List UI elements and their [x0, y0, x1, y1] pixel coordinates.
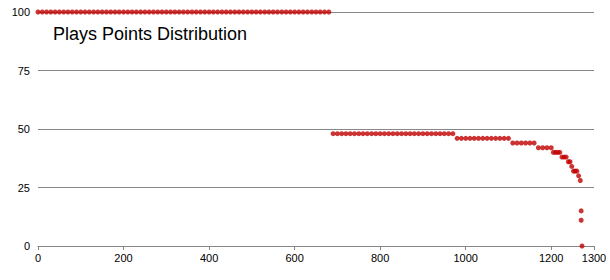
svg-text:50: 50 — [18, 123, 30, 135]
svg-text:0: 0 — [35, 252, 41, 264]
svg-text:800: 800 — [371, 252, 389, 264]
svg-text:75: 75 — [18, 65, 30, 77]
svg-text:400: 400 — [200, 252, 218, 264]
svg-text:600: 600 — [285, 252, 303, 264]
svg-text:Plays Points Distribution: Plays Points Distribution — [53, 24, 247, 44]
svg-text:200: 200 — [114, 252, 132, 264]
svg-text:1000: 1000 — [453, 252, 477, 264]
svg-text:1200: 1200 — [539, 252, 563, 264]
svg-text:25: 25 — [18, 182, 30, 194]
svg-text:1300: 1300 — [582, 252, 606, 264]
svg-text:0: 0 — [24, 240, 30, 252]
svg-text:100: 100 — [12, 6, 30, 18]
